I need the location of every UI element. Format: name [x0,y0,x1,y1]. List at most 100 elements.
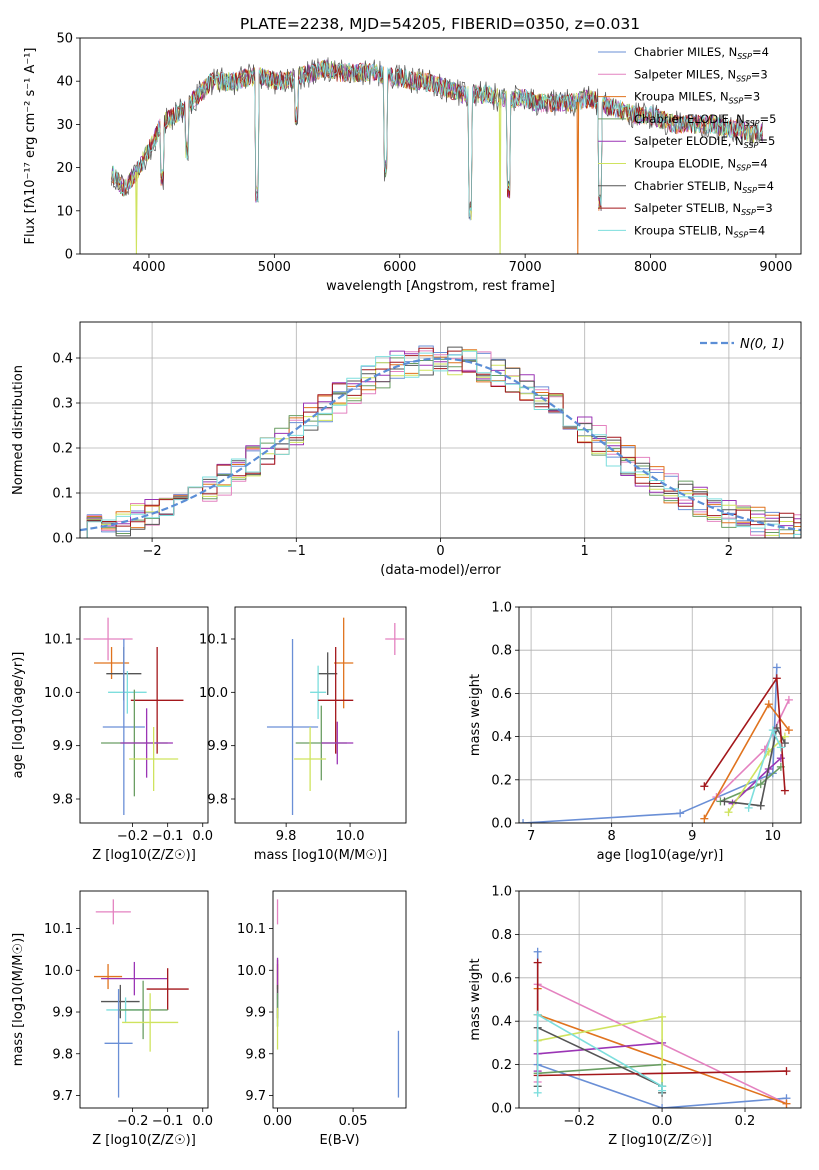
plot-area-weight-vs-age [519,607,801,823]
x-tick-label: 8 [608,829,616,844]
y-tick-label: 0.4 [52,352,73,367]
x-tick-label: −0.1 [152,1114,184,1129]
y-tick-label: 10.1 [199,633,228,648]
y-tick-label: 0.2 [52,442,73,457]
point-salpeter-miles [385,623,405,655]
x-tick-label: 9.8 [276,829,297,844]
x-tick-label: 6000 [383,260,416,275]
y-tick-label: 9.8 [52,1047,73,1062]
point-kroupa-elodie [122,993,179,1052]
spectrum-dropout [135,171,138,254]
x-axis-label: mass [log10(M/M☉)] [254,848,387,863]
y-tick-label: 1.0 [491,885,512,900]
x-axis-label: (data-model)/error [380,563,501,578]
y-tick-label: 9.7 [52,1089,73,1104]
y-tick-label: 10.0 [199,686,228,701]
x-tick-label: −0.2 [117,1114,149,1129]
plot-area-spectrum [110,57,763,254]
x-axis-label: Z [log10(Z/Z☉)] [608,1133,712,1148]
y-tick-label: 50 [56,32,73,47]
y-tick-label: 10.0 [44,964,73,979]
spectrum-legend: Chabrier MILES, NSSP=4 Salpeter MILES, NS… [598,45,776,239]
x-tick-label: −0.1 [152,829,184,844]
residual-legend: N(0, 1) [700,337,785,352]
axes-frame-mass-vs-EBV: 0.00 0.05 9.7 9.8 9.9 10.0 10.1 E(B-V) [237,890,407,1148]
plot-area-weight-vs-Z [519,891,801,1108]
y-tick-label: 0.8 [491,928,512,943]
legend-label-chabrier-elodie: Chabrier ELODIE, NSSP=5 [634,112,776,128]
histogram-kroupa-stelib [80,350,801,538]
axes-box [518,890,802,1109]
legend-label-chabrier-stelib: Chabrier STELIB, NSSP=4 [634,179,774,195]
y-tick-label: 30 [56,118,73,133]
x-tick-label: 0.05 [339,1114,368,1129]
point-kroupa-miles [94,964,123,990]
x-axis-label: E(B-V) [319,1133,359,1148]
legend-label-chabrier-miles: Chabrier MILES, NSSP=4 [634,45,769,61]
x-tick-label: −0.2 [563,1114,595,1129]
legend-label-salpeter-miles: Salpeter MILES, NSSP=3 [634,67,768,83]
y-axis-label: mass weight [468,958,483,1040]
y-tick-label: 9.9 [207,739,228,754]
x-tick-label: 7 [527,829,535,844]
axes-frame-weight-vs-age: 7 8 9 10 0.0 0.2 0.4 0.6 0.8 1.0 age [log10(age/yr… [468,601,802,863]
x-tick-label: 0.2 [735,1114,756,1129]
x-tick-label: 9 [688,829,696,844]
y-tick-label: 10.1 [237,922,266,937]
y-tick-label: 0.4 [491,730,512,745]
x-tick-label: 0.0 [192,829,213,844]
y-tick-label: 9.9 [52,1006,73,1021]
x-tick-label: 0.0 [652,1114,673,1129]
y-tick-label: 0.0 [491,1102,512,1117]
y-tick-label: 10.1 [44,922,73,937]
y-tick-label: 0.1 [52,487,73,502]
x-tick-label: 9000 [759,260,792,275]
x-tick-label: 10 [765,829,782,844]
plot-area-mass-vs-EBV [276,899,400,1098]
normal-curve [80,357,801,532]
axes-frame-age-vs-mass: 9.8 10.0 9.8 9.9 10.0 10.1 mass [log10(M/M☉)] [199,606,407,863]
point-chabrier-miles [102,639,145,815]
legend-label-normal: N(0, 1) [740,337,785,352]
y-axis-label: mass weight [468,674,483,756]
x-axis-label: wavelength [Angstrom, rest frame] [326,279,555,294]
y-tick-label: 0.6 [491,971,512,986]
x-axis-label: Z [log10(Z/Z☉)] [92,848,196,863]
x-tick-label: 0 [436,544,444,559]
point-kroupa-stelib [108,671,147,714]
y-tick-label: 0.2 [491,773,512,788]
x-tick-label: 1 [581,544,589,559]
point-kroupa-elodie [129,727,179,791]
axes-box [79,37,802,255]
axes-frame-mass-vs-Z: −0.2 −0.1 0.0 9.7 9.8 9.9 10.0 10.1 Z [log10(Z/Z… [11,890,213,1148]
point-kroupa-elodie [294,727,327,791]
legend-label-salpeter-elodie: Salpeter ELODIE, NSSP=5 [634,134,775,150]
x-axis-label: age [log10(age/yr)] [597,848,724,863]
spectrum-line-chabrier-stelib [110,57,763,219]
point-chabrier-elodie [118,980,168,1040]
y-tick-label: 0.2 [491,1058,512,1073]
y-tick-label: 0.0 [52,532,73,547]
y-tick-label: 10.0 [237,964,266,979]
y-tick-label: 0.0 [491,817,512,832]
point-salpeter-elodie [101,961,168,996]
y-tick-label: 0.6 [491,687,512,702]
point-kroupa-stelib [310,665,327,719]
x-tick-label: 10.0 [336,829,365,844]
axes-box [518,606,802,824]
y-tick-label: 10 [56,204,73,219]
spectrum-line-kroupa-stelib [110,61,763,218]
x-tick-label: 4000 [132,260,165,275]
x-tick-label: 7000 [509,260,542,275]
x-tick-label: 5000 [258,260,291,275]
y-tick-label: 9.8 [52,793,73,808]
x-tick-label: 0.0 [192,1114,213,1129]
panel-mass-vs-EBV: 0.00 0.05 9.7 9.8 9.9 10.0 10.1 E(B-V) [237,890,407,1148]
y-tick-label: 10.1 [44,633,73,648]
y-tick-label: 9.8 [207,793,228,808]
panel-weight-vs-age: 7 8 9 10 0.0 0.2 0.4 0.6 0.8 1.0 age [log10(age/yr… [468,601,802,863]
y-tick-label: 20 [56,161,73,176]
panel-residuals: −2 −1 0 1 2 0.0 0.1 0.2 0.3 0.4 (data-model)/error… [11,321,802,578]
y-tick-label: 0 [65,248,73,263]
